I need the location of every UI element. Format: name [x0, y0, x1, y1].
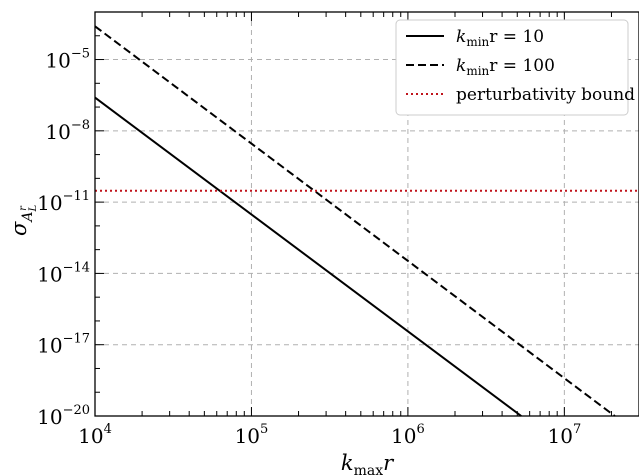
- legend-label-main: k: [456, 56, 466, 76]
- y-tick-label-exp: −5: [71, 47, 90, 62]
- x-tick-label-base: 10: [547, 424, 572, 448]
- legend-label-sub: min: [466, 35, 489, 49]
- legend-label-2: kminr = 100: [456, 56, 555, 78]
- legend-label-main: k: [456, 27, 466, 47]
- legend-label-1: kminr = 10: [456, 27, 544, 49]
- y-tick-label-base: 10: [45, 49, 70, 73]
- plot-frame: [94, 11, 639, 417]
- y-tick-label-exp: −17: [63, 332, 90, 347]
- x-axis-label-sub: max: [354, 463, 384, 475]
- y-tick-label: 10−20: [37, 403, 90, 429]
- y-tick-label-exp: −11: [63, 189, 90, 204]
- x-tick-label-base: 10: [78, 424, 103, 448]
- x-tick-label: 107: [547, 422, 581, 448]
- y-axis-label-sub: A: [20, 212, 36, 224]
- series-line-2: [94, 25, 616, 417]
- y-tick-label-exp: −8: [71, 118, 90, 133]
- y-tick-label: 10−17: [37, 332, 90, 358]
- y-axis-label-main: σ: [7, 221, 31, 236]
- x-tick-label-base: 10: [391, 424, 416, 448]
- x-tick-label-exp: 7: [573, 422, 581, 437]
- x-tick-label: 105: [235, 422, 269, 448]
- x-axis-label: kmaxr: [341, 451, 395, 475]
- x-tick-labels: 104 105 106 107: [78, 422, 581, 448]
- x-tick-label-exp: 4: [104, 422, 112, 437]
- y-tick-label: 10−14: [37, 260, 90, 286]
- y-axis-label-subsup: r: [18, 205, 29, 211]
- legend-label-sub: min: [466, 64, 489, 78]
- x-axis-label-main: k: [341, 451, 354, 475]
- x-tick-label-exp: 6: [416, 422, 424, 437]
- y-tick-label-base: 10: [37, 334, 62, 358]
- y-tick-label-exp: −20: [63, 403, 90, 418]
- y-tick-label: 10−8: [45, 118, 90, 144]
- x-tick-label: 104: [78, 422, 112, 448]
- y-tick-label-base: 10: [37, 262, 62, 286]
- legend-label-3: perturbativity bound: [456, 85, 635, 105]
- series-lines: [94, 25, 639, 417]
- x-tick-label: 106: [391, 422, 425, 448]
- series-line-1: [94, 96, 522, 417]
- legend-box: [395, 19, 629, 116]
- x-tick-label-base: 10: [235, 424, 260, 448]
- legend-label-tail: r = 100: [489, 56, 555, 76]
- legend-label-tail: r = 10: [489, 27, 544, 47]
- y-tick-label: 10−11: [37, 189, 90, 215]
- y-tick-label-exp: −14: [63, 260, 90, 275]
- y-tick-label-base: 10: [37, 405, 62, 429]
- y-axis-label: σALr: [7, 205, 39, 236]
- y-axis-label-subsub: L: [28, 205, 39, 213]
- x-tick-label-exp: 5: [260, 422, 268, 437]
- y-tick-label: 10−5: [45, 47, 90, 73]
- y-tick-label-base: 10: [37, 191, 62, 215]
- y-tick-label-base: 10: [45, 120, 70, 144]
- x-axis-label-tail: r: [383, 451, 395, 475]
